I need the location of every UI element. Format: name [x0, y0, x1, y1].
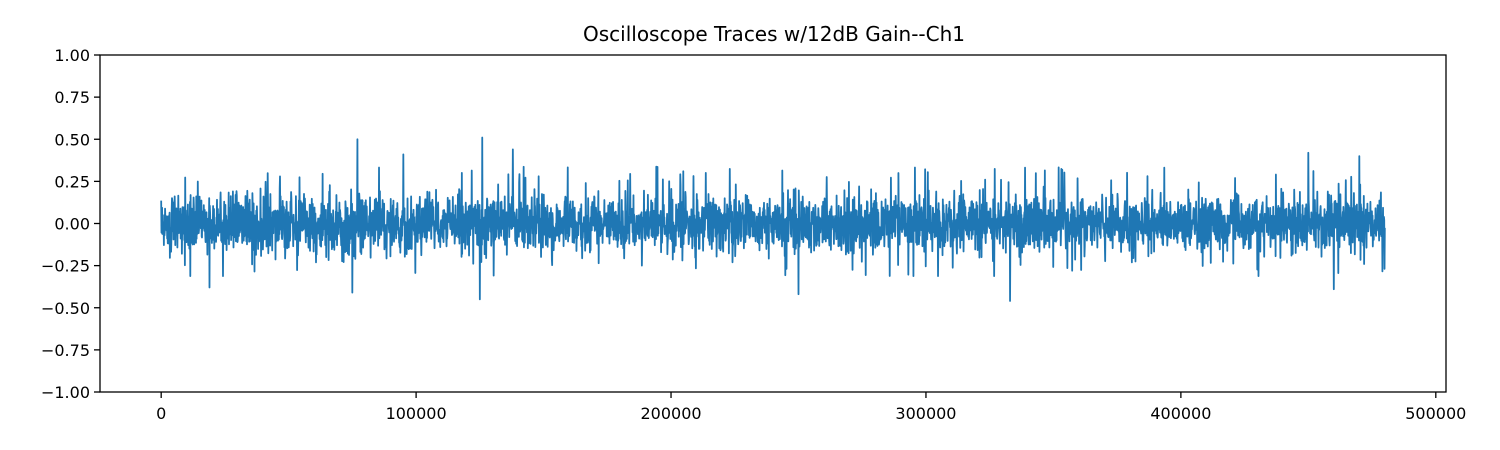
y-tick-label: 0.00: [54, 215, 90, 234]
x-tick-label: 200000: [640, 404, 701, 423]
y-tick-label: 0.25: [54, 172, 90, 191]
y-tick-label: 0.75: [54, 88, 90, 107]
x-tick-label: 300000: [895, 404, 956, 423]
x-axis: 0 100000 200000 300000 400000 500000: [156, 392, 1466, 423]
y-tick-label: −0.75: [41, 341, 90, 360]
y-tick-label: −0.25: [41, 257, 90, 276]
y-axis: 1.00 0.75 0.50 0.25 0.00 −0.25 −0.50 −0.75 −1.00: [41, 46, 100, 402]
chart-title: Oscilloscope Traces w/12dB Gain--Ch1: [583, 22, 965, 46]
x-tick-label: 500000: [1405, 404, 1466, 423]
signal-trace-line: [160, 136, 1386, 302]
signal-trace: [160, 136, 1386, 302]
x-tick-label: 100000: [386, 404, 447, 423]
x-tick-label: 0: [156, 404, 166, 423]
y-tick-label: 0.50: [54, 130, 90, 149]
x-tick-label: 400000: [1150, 404, 1211, 423]
y-tick-label: −0.50: [41, 299, 90, 318]
y-tick-label: 1.00: [54, 46, 90, 65]
y-tick-label: −1.00: [41, 383, 90, 402]
